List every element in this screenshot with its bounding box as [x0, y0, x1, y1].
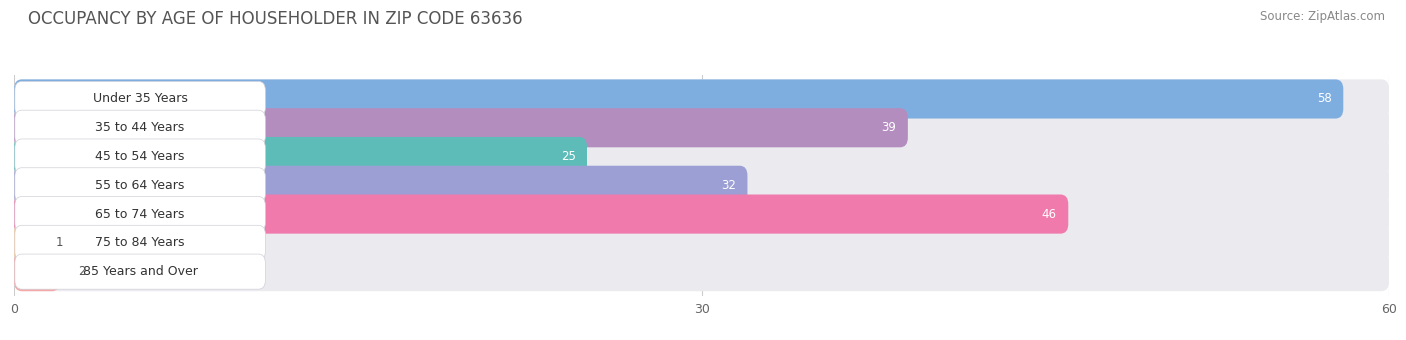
- FancyBboxPatch shape: [14, 80, 1389, 119]
- FancyBboxPatch shape: [14, 108, 908, 147]
- Text: 32: 32: [721, 179, 735, 192]
- Text: 25: 25: [561, 150, 575, 163]
- FancyBboxPatch shape: [14, 166, 1389, 205]
- Text: 46: 46: [1042, 208, 1057, 221]
- Text: 39: 39: [882, 121, 897, 134]
- Text: 58: 58: [1317, 92, 1331, 105]
- Text: 65 to 74 Years: 65 to 74 Years: [96, 208, 184, 221]
- FancyBboxPatch shape: [15, 139, 266, 174]
- FancyBboxPatch shape: [14, 223, 37, 262]
- FancyBboxPatch shape: [15, 110, 266, 145]
- Text: OCCUPANCY BY AGE OF HOUSEHOLDER IN ZIP CODE 63636: OCCUPANCY BY AGE OF HOUSEHOLDER IN ZIP C…: [28, 10, 523, 28]
- Text: 75 to 84 Years: 75 to 84 Years: [96, 236, 184, 249]
- FancyBboxPatch shape: [14, 252, 60, 291]
- FancyBboxPatch shape: [15, 197, 266, 232]
- FancyBboxPatch shape: [15, 81, 266, 117]
- FancyBboxPatch shape: [15, 254, 266, 289]
- FancyBboxPatch shape: [15, 168, 266, 203]
- Text: 35 to 44 Years: 35 to 44 Years: [96, 121, 184, 134]
- Text: 45 to 54 Years: 45 to 54 Years: [96, 150, 184, 163]
- Text: 2: 2: [79, 265, 86, 278]
- Text: Under 35 Years: Under 35 Years: [93, 92, 187, 105]
- FancyBboxPatch shape: [14, 223, 1389, 262]
- FancyBboxPatch shape: [14, 137, 586, 176]
- FancyBboxPatch shape: [14, 137, 1389, 176]
- FancyBboxPatch shape: [14, 194, 1069, 234]
- FancyBboxPatch shape: [15, 225, 266, 260]
- FancyBboxPatch shape: [14, 252, 1389, 291]
- FancyBboxPatch shape: [14, 80, 1343, 119]
- FancyBboxPatch shape: [14, 166, 748, 205]
- Text: 1: 1: [55, 236, 63, 249]
- Text: Source: ZipAtlas.com: Source: ZipAtlas.com: [1260, 10, 1385, 23]
- Text: 85 Years and Over: 85 Years and Over: [83, 265, 198, 278]
- FancyBboxPatch shape: [14, 108, 1389, 147]
- Text: 55 to 64 Years: 55 to 64 Years: [96, 179, 184, 192]
- FancyBboxPatch shape: [14, 194, 1389, 234]
